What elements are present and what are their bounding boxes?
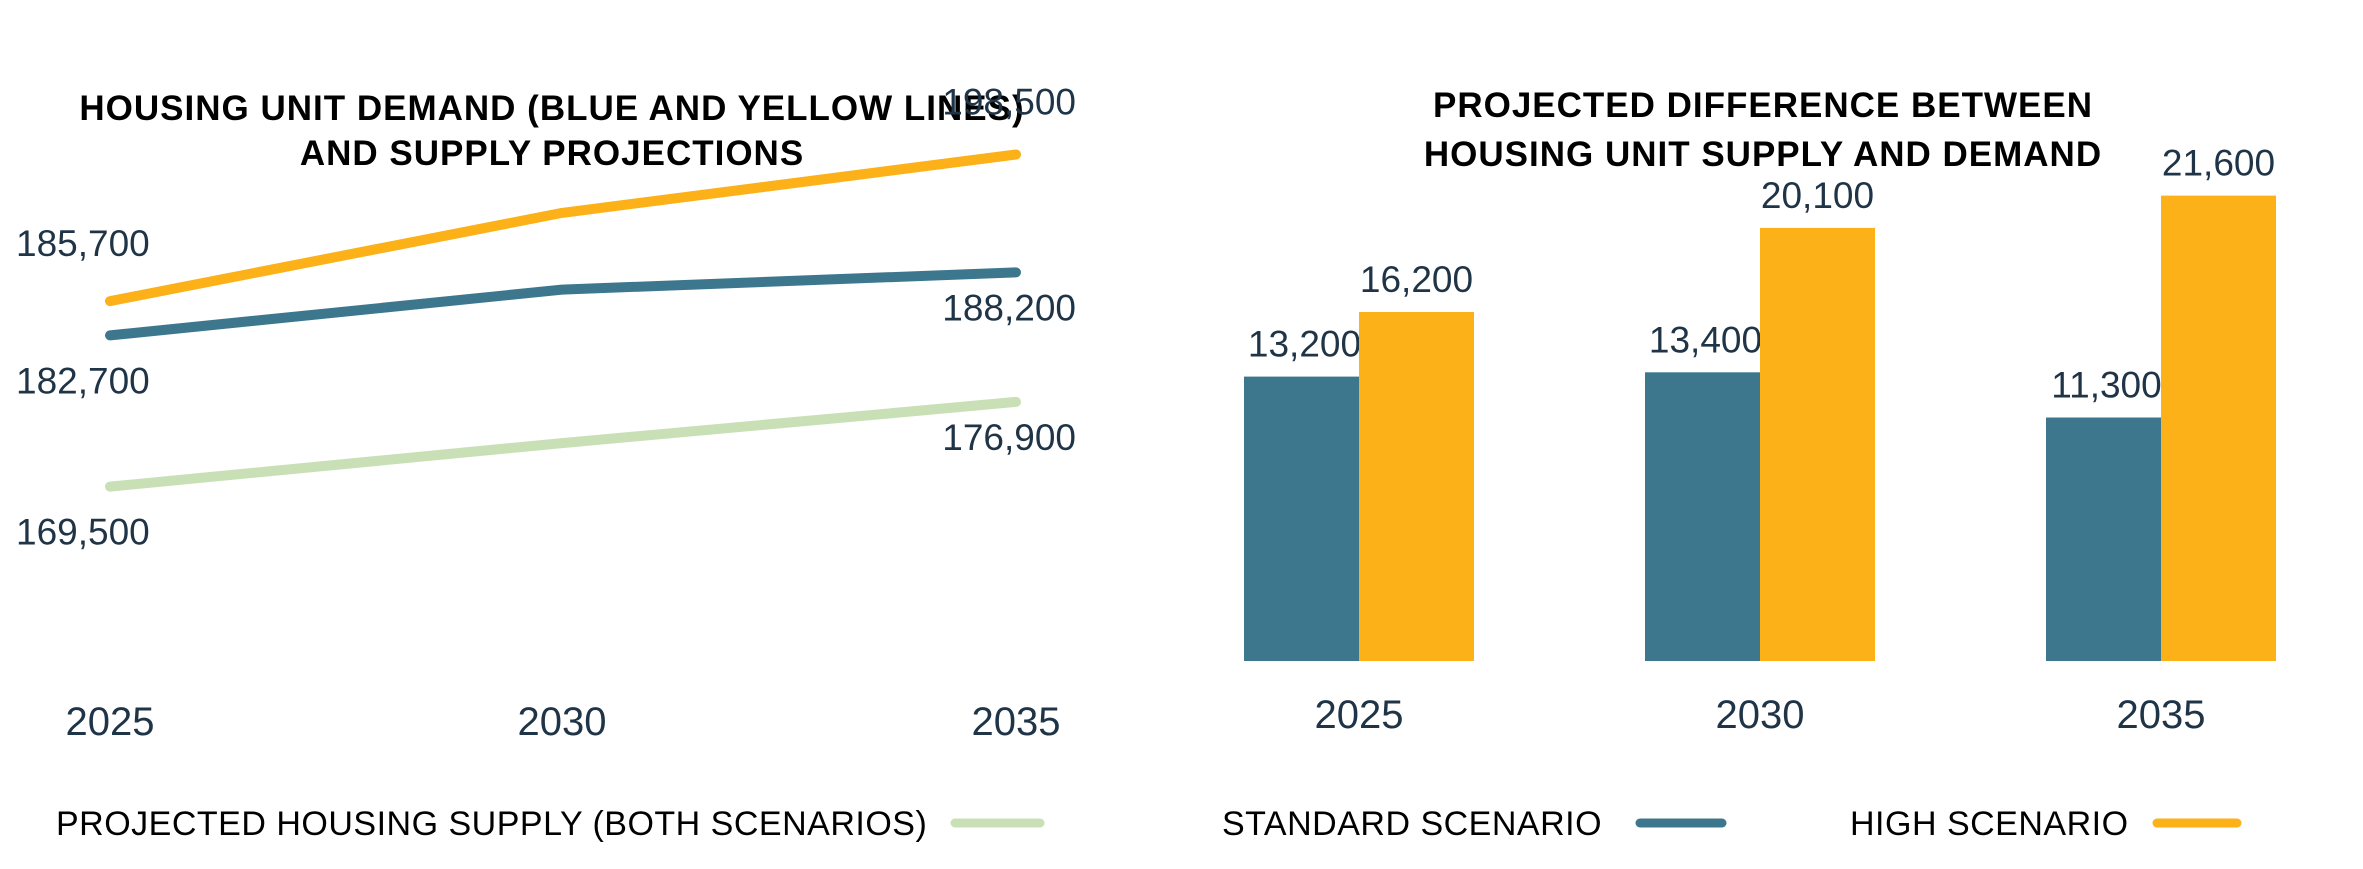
bar-high-2035	[2161, 195, 2276, 661]
bar-high-2025	[1359, 312, 1474, 661]
line-label-high-2035: 198,500	[942, 82, 1076, 123]
bar-chart-title-line-1: PROJECTED DIFFERENCE BETWEEN	[1433, 86, 2093, 125]
legend: PROJECTED HOUSING SUPPLY (BOTH SCENARIOS…	[56, 805, 2242, 843]
bar-standard-2030	[1645, 372, 1760, 661]
line-x-tick-2030: 2030	[518, 700, 607, 744]
line-series-supply	[105, 396, 1021, 492]
bar-label-high-2035: 21,600	[2162, 143, 2275, 184]
legend-label-supply: PROJECTED HOUSING SUPPLY (BOTH SCENARIOS…	[56, 805, 927, 843]
bar-label-standard-2035: 11,300	[2051, 365, 2161, 406]
bar-x-tick-2030: 2030	[1716, 693, 1805, 737]
bar-standard-2025	[1244, 376, 1359, 661]
legend-label-high: HIGH SCENARIO	[1850, 805, 2129, 843]
legend-label-standard: STANDARD SCENARIO	[1222, 805, 1602, 843]
bar-label-high-2025: 16,200	[1360, 259, 1473, 300]
line-series-standard	[105, 267, 1021, 341]
line-chart: 185,700 198,500 182,700 188,200 169,500 176,9…	[16, 82, 1076, 745]
bar-label-high-2030: 20,100	[1761, 175, 1874, 216]
line-label-supply-2035: 176,900	[942, 417, 1076, 458]
line-label-standard-2025: 182,700	[16, 360, 150, 401]
line-label-high-2025: 185,700	[16, 223, 150, 264]
bar-label-standard-2025: 13,200	[1248, 324, 1361, 365]
bar-standard-2035	[2046, 417, 2161, 661]
line-x-tick-2035: 2035	[972, 700, 1061, 744]
line-chart-title-line-2: AND SUPPLY PROJECTIONS	[300, 134, 804, 173]
line-label-standard-2035: 188,200	[942, 287, 1076, 328]
bar-high-2030	[1760, 227, 1875, 661]
bar-chart: 13,200 16,200 2025 13,400 20,100 2030 11,300 21…	[1244, 143, 2276, 737]
line-chart-title-line-1: HOUSING UNIT DEMAND (BLUE AND YELLOW LIN…	[79, 89, 1024, 128]
bar-x-tick-2025: 2025	[1315, 693, 1404, 737]
line-label-supply-2025: 169,500	[16, 512, 150, 553]
bar-x-tick-2035: 2035	[2117, 693, 2206, 737]
bar-label-standard-2030: 13,400	[1649, 319, 1762, 360]
line-x-tick-2025: 2025	[66, 700, 155, 744]
bar-chart-title-line-2: HOUSING UNIT SUPPLY AND DEMAND	[1424, 135, 2102, 174]
